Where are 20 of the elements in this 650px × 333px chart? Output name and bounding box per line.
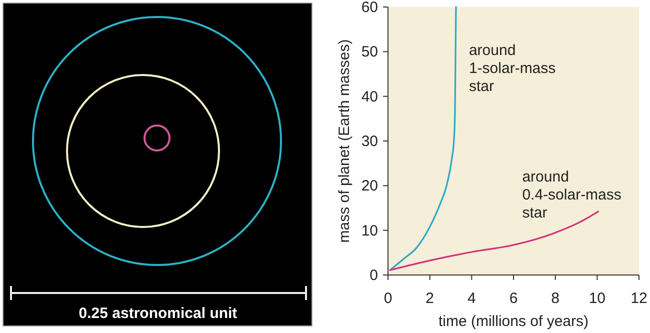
y-axis-title: mass of planet (Earth masses) [336,39,353,243]
x-tick-label: 2 [426,290,434,307]
y-tick-label: 30 [361,133,378,150]
x-axis-title: time (millions of years) [438,313,589,330]
x-tick-label: 8 [551,290,560,307]
x-tick-label: 12 [630,290,648,307]
series-label: around 1-solar-mass star [468,42,556,95]
series-label: around 0.4-solar-mass star [522,168,622,222]
x-tick-label: 4 [467,290,476,307]
x-tick-label: 6 [509,290,518,307]
y-tick-label: 20 [361,178,378,195]
line-series [390,6,457,270]
x-tick-label: 0 [384,290,392,307]
y-tick-label: 60 [361,0,378,16]
y-tick-label: 50 [361,44,378,61]
x-tick-label: 10 [588,290,606,307]
y-tick-label: 0 [370,267,378,284]
y-tick-label: 10 [361,222,378,240]
text: 0.25 astronomical unit [78,305,238,322]
y-tick-label: 40 [361,88,378,106]
